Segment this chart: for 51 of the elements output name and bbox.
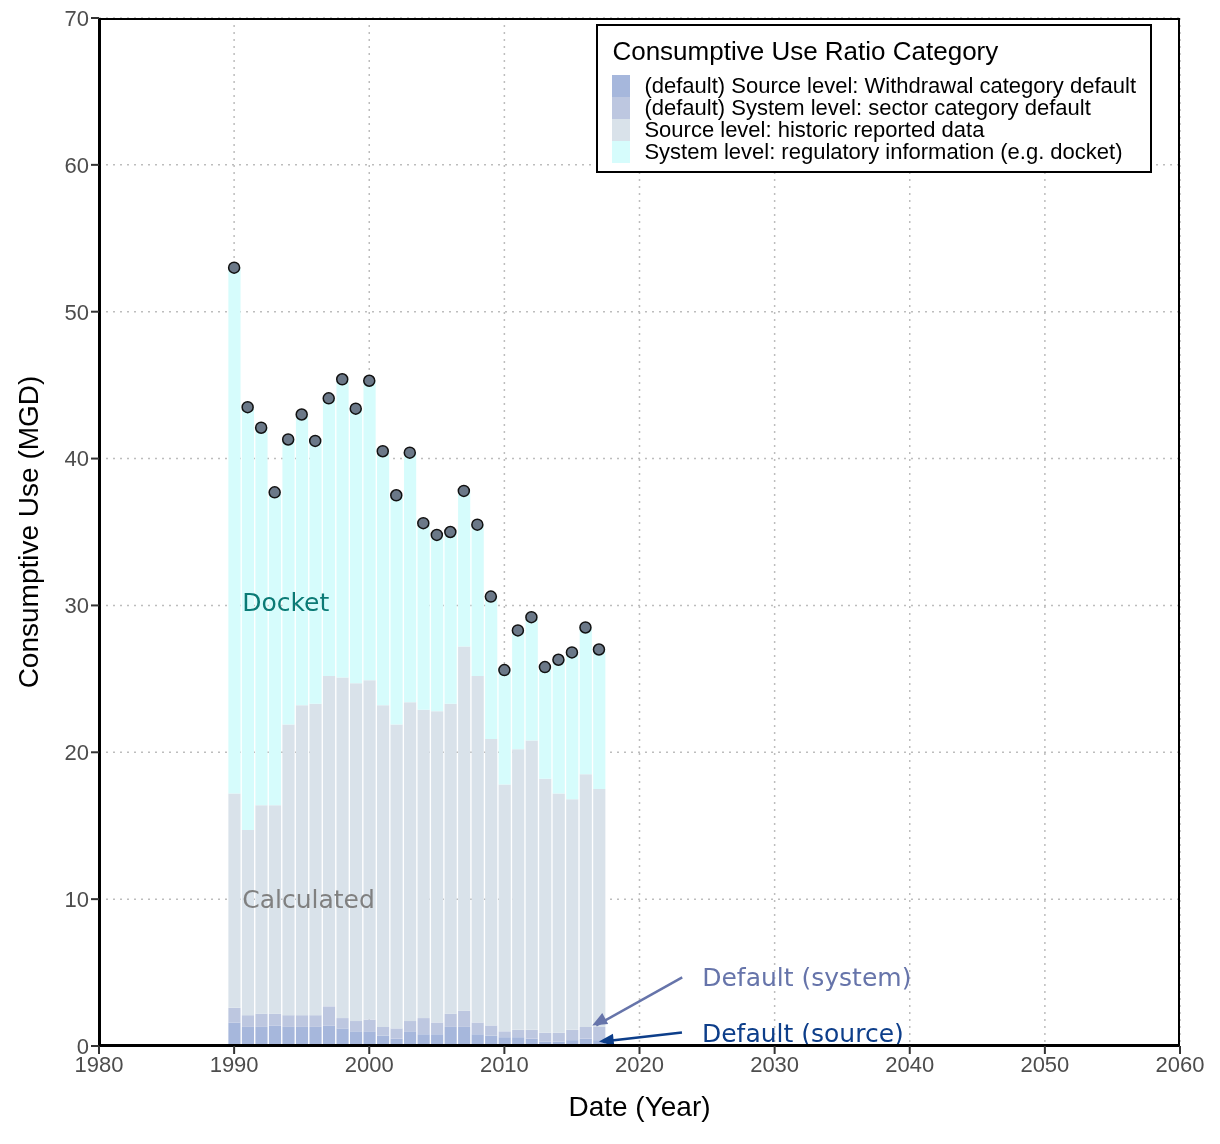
x-tick-label: 2020 — [615, 1051, 664, 1077]
point — [417, 516, 430, 530]
x-tick-label: 1990 — [209, 1051, 259, 1077]
point — [281, 433, 295, 446]
y-tick-label: 30 — [64, 593, 89, 619]
point — [471, 518, 484, 531]
annotation: Calculated — [242, 884, 375, 914]
point — [592, 643, 606, 656]
point — [376, 444, 390, 458]
x-tick-label: 2040 — [885, 1051, 935, 1077]
y-tick-label: 20 — [64, 740, 89, 766]
y-tick-label: 70 — [64, 5, 89, 31]
x-axis-title: Date (Year) — [568, 1091, 711, 1122]
x-tick-label: 2010 — [479, 1051, 529, 1077]
point — [268, 486, 281, 499]
point — [390, 489, 403, 502]
point — [579, 621, 592, 634]
point — [538, 660, 552, 674]
y-tick-label: 40 — [64, 446, 89, 472]
point — [552, 653, 565, 667]
annotation: Default (source) — [701, 1018, 904, 1048]
legend-label: (default) Source level: Withdrawal category default — [644, 73, 1136, 98]
x-tick-label: 2060 — [1155, 1051, 1205, 1077]
point — [511, 624, 525, 637]
x-tick-label: 2050 — [1020, 1051, 1070, 1077]
point — [403, 446, 417, 459]
point — [484, 590, 498, 603]
point — [457, 484, 471, 498]
annotation: Docket — [242, 587, 330, 617]
point — [444, 525, 457, 539]
point — [525, 610, 538, 624]
y-tick-label: 60 — [64, 152, 89, 178]
y-tick-label: 50 — [64, 299, 89, 325]
point — [227, 261, 241, 274]
y-tick-label: 10 — [64, 886, 89, 912]
point — [565, 646, 579, 659]
point — [349, 402, 362, 415]
point — [498, 663, 511, 677]
y-axis-title: Consumptive Use (MGD) — [12, 375, 44, 689]
point — [322, 392, 335, 405]
x-tick-label: 2000 — [344, 1051, 394, 1077]
point — [308, 434, 322, 448]
point — [430, 528, 444, 542]
x-tick-label: 2030 — [750, 1051, 800, 1077]
point — [335, 373, 349, 386]
point — [241, 400, 254, 414]
legend-title: Consumptive Use Ratio Category — [612, 36, 1000, 67]
point — [254, 421, 268, 434]
annotation: Default (system) — [702, 963, 912, 993]
point — [295, 408, 308, 421]
point — [363, 374, 376, 387]
